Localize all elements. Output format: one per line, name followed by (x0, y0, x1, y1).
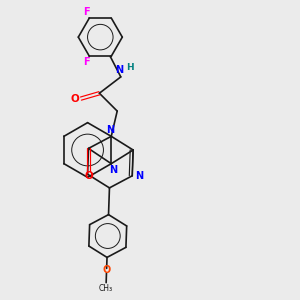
Text: CH₃: CH₃ (99, 284, 113, 293)
Text: O: O (70, 94, 80, 103)
Text: N: N (106, 125, 115, 135)
Text: N: N (135, 171, 143, 181)
Text: F: F (83, 57, 89, 67)
Text: O: O (84, 171, 93, 181)
Text: N: N (115, 65, 123, 75)
Text: O: O (103, 265, 111, 275)
Text: H: H (127, 63, 134, 72)
Text: N: N (109, 165, 117, 175)
Text: F: F (83, 8, 89, 17)
